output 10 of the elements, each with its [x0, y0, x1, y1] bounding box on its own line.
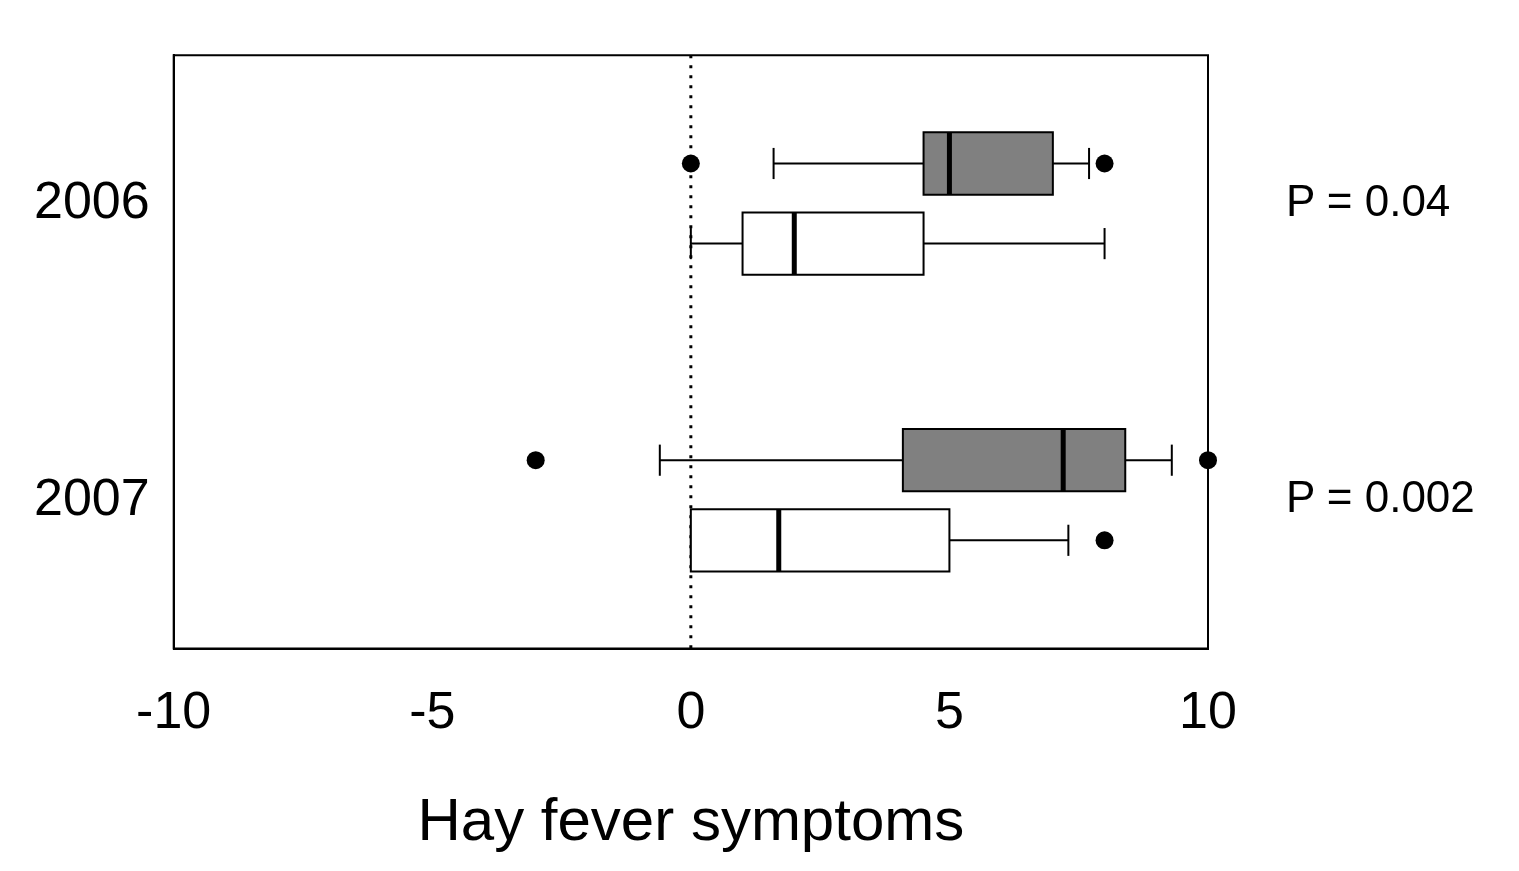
x-tick-label: -5 [409, 681, 456, 740]
x-axis-title: Hay fever symptoms [417, 785, 965, 853]
text: P = 0.04 [1286, 175, 1451, 225]
x-tick-label: 0 [676, 681, 706, 740]
x-tick-label: 5 [934, 681, 964, 740]
y-tick-label: 2006 [33, 170, 150, 229]
text: P = 0.002 [1286, 472, 1475, 522]
x-tick-label: -10 [136, 681, 212, 740]
x-tick-label: 10 [1179, 681, 1237, 740]
y-tick-label: 2007 [33, 467, 150, 526]
